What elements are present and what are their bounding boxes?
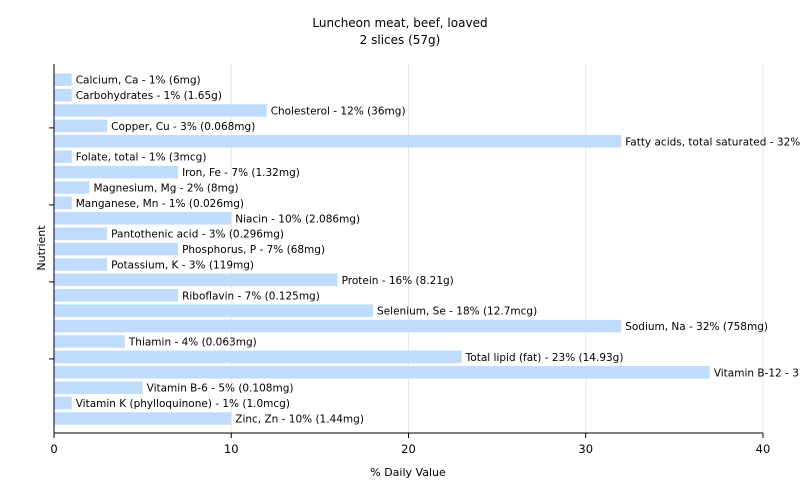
bars: Calcium, Ca - 1% (6mg) Carbohydrates - 1%… — [54, 73, 800, 426]
bar-label-3: Copper, Cu - 3% (0.068mg) — [111, 121, 255, 133]
bar-label-21: Vitamin K (phylloquinone) - 1% (1.0mcg) — [76, 398, 290, 410]
bar-label-4: Fatty acids, total saturated - 32% (6.37… — [625, 136, 800, 148]
bar-7 — [54, 181, 90, 194]
x-tick-label-4: 40 — [756, 442, 771, 456]
bar-label-13: Protein - 16% (8.21g) — [342, 275, 454, 287]
x-axis-title: % Daily Value — [370, 466, 446, 479]
bar-15 — [54, 304, 374, 317]
bar-label-10: Pantothenic acid - 3% (0.296mg) — [111, 229, 284, 241]
bar-11 — [54, 242, 179, 256]
axes: 0 10 20 30 40 — [49, 64, 770, 456]
bar-12 — [54, 258, 108, 271]
bar-14 — [54, 289, 179, 302]
x-tick-label-1: 10 — [224, 442, 239, 456]
bar-label-6: Iron, Fe - 7% (1.32mg) — [182, 167, 300, 179]
chart-title: Luncheon meat, beef, loaved — [312, 16, 487, 30]
bar-16 — [54, 319, 622, 333]
bar-9 — [54, 212, 232, 225]
bar-label-12: Potassium, K - 3% (119mg) — [111, 260, 254, 272]
bar-label-16: Sodium, Na - 32% (758mg) — [625, 321, 768, 333]
bar-13 — [54, 273, 338, 287]
bar-label-14: Riboflavin - 7% (0.125mg) — [182, 290, 320, 302]
bar-19 — [54, 366, 710, 379]
bar-label-1: Carbohydrates - 1% (1.65g) — [76, 90, 222, 102]
bar-10 — [54, 227, 108, 240]
bar-8 — [54, 196, 72, 210]
bar-17 — [54, 335, 125, 348]
bar-label-9: Niacin - 10% (2.086mg) — [235, 213, 360, 225]
bar-1 — [54, 88, 72, 102]
bar-label-2: Cholesterol - 12% (36mg) — [271, 106, 406, 118]
bar-label-0: Calcium, Ca - 1% (6mg) — [76, 75, 201, 87]
bar-label-7: Magnesium, Mg - 2% (8mg) — [93, 183, 238, 195]
bar-4 — [54, 135, 622, 148]
bar-6 — [54, 165, 179, 179]
bar-label-11: Phosphorus, P - 7% (68mg) — [182, 244, 325, 256]
chart-subtitle: 2 slices (57g) — [360, 33, 441, 47]
bar-label-8: Manganese, Mn - 1% (0.026mg) — [76, 198, 244, 210]
bar-18 — [54, 350, 462, 364]
bar-label-22: Zinc, Zn - 10% (1.44mg) — [235, 414, 364, 426]
bar-21 — [54, 396, 72, 410]
bar-3 — [54, 119, 108, 133]
x-tick-label-3: 30 — [578, 442, 593, 456]
bar-label-18: Total lipid (fat) - 23% (14.93g) — [465, 352, 624, 364]
bar-2 — [54, 104, 267, 117]
bar-label-20: Vitamin B-6 - 5% (0.108mg) — [147, 383, 294, 395]
bar-22 — [54, 412, 232, 425]
bar-label-17: Thiamin - 4% (0.063mg) — [128, 337, 257, 349]
bar-label-15: Selenium, Se - 18% (12.7mcg) — [377, 306, 537, 318]
x-tick-label-2: 20 — [401, 442, 416, 456]
x-tick-label-0: 0 — [50, 442, 57, 456]
bar-20 — [54, 381, 143, 394]
bar-label-5: Folate, total - 1% (3mcg) — [76, 152, 207, 164]
bar-0 — [54, 73, 72, 86]
bar-label-19: Vitamin B-12 - 37% (2.22mcg) — [714, 367, 800, 379]
bar-5 — [54, 150, 72, 163]
y-axis-title: Nutrient — [35, 225, 48, 271]
